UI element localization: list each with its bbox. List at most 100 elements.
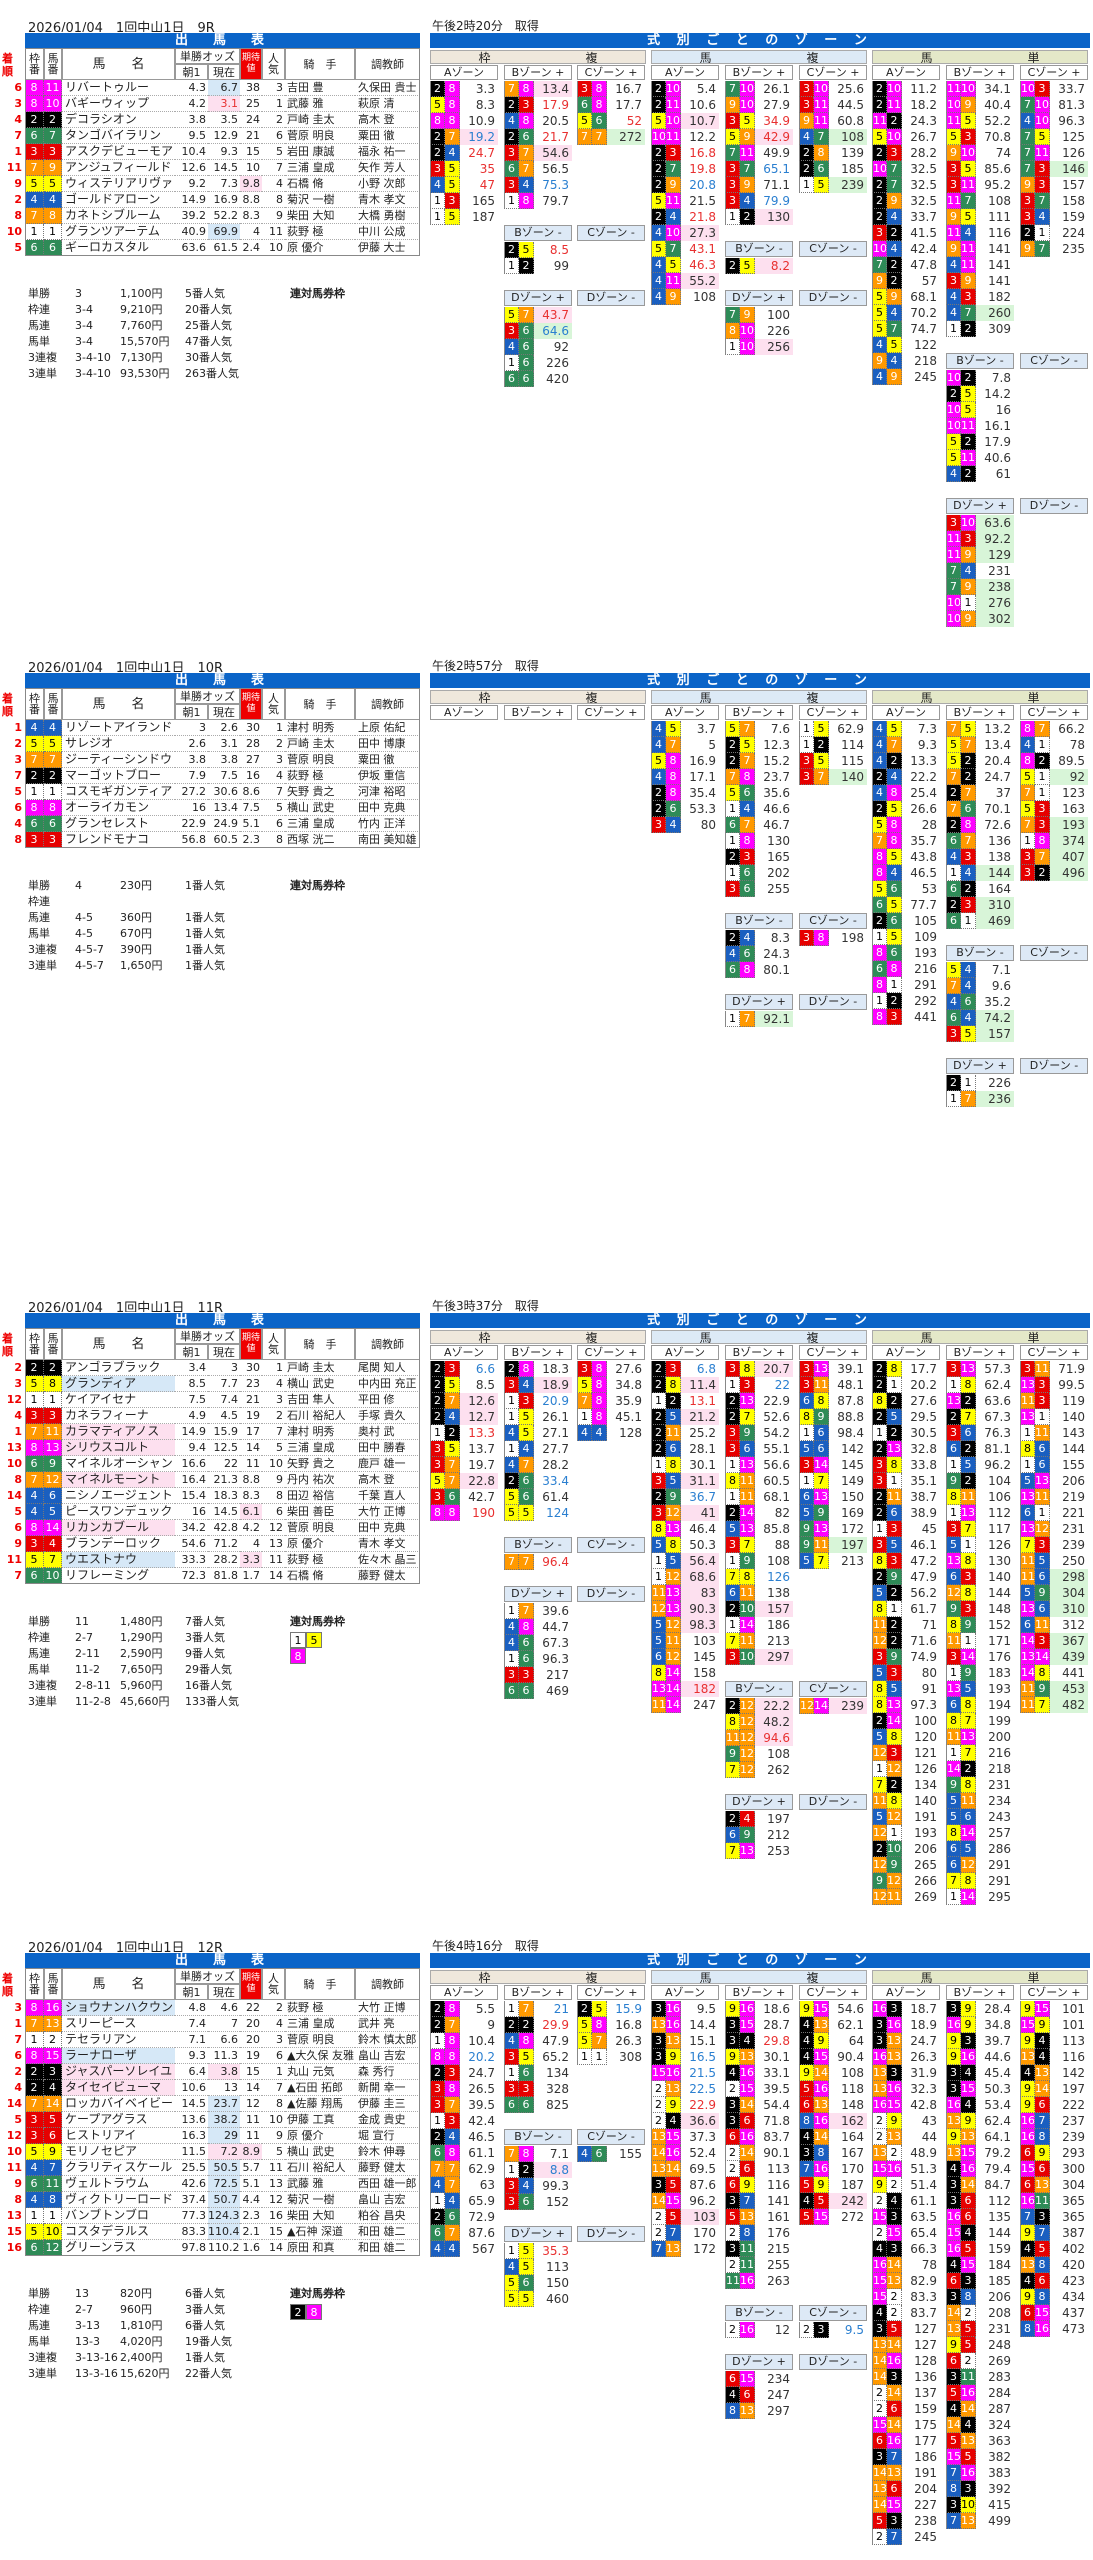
horse-name[interactable]: グランセレスト <box>62 816 175 832</box>
zone-entry-first: 4 <box>725 2065 740 2081</box>
zone-entry-odds: 152 <box>976 1617 1014 1633</box>
zone-entry-second: 4 <box>1035 209 1050 225</box>
zone-entry-odds: 61.7 <box>902 1601 940 1617</box>
horse-name[interactable]: バンブトンブロ <box>62 2208 175 2224</box>
horse-name[interactable]: グランディア <box>62 1376 175 1392</box>
zone-entry-second: 8 <box>445 2081 460 2097</box>
zone-entry-odds: 496 <box>1050 865 1088 881</box>
zone-entry-odds: 79.9 <box>755 193 793 209</box>
zone-entry-first: 3 <box>799 1361 814 1377</box>
horse-name[interactable]: カネラフィーナ <box>62 1408 175 1424</box>
zone-d-plus-entry-second: 13 <box>740 2403 755 2419</box>
zone-entry-first: 2 <box>872 2529 887 2545</box>
zone-label-c-minus: Cゾーン - <box>1020 353 1088 369</box>
horse-name[interactable]: フレンドモナコ <box>62 832 175 848</box>
horse-name[interactable]: ヴィクトリーロード <box>62 2192 175 2208</box>
horse-name[interactable]: シリウスコルト <box>62 1440 175 1456</box>
jockey-header: 騎 手 <box>285 48 355 80</box>
zone-entry-second: 10 <box>666 113 681 129</box>
zone-entry-first: 2 <box>725 737 740 753</box>
horse-name[interactable]: タイセイビューマ <box>62 2080 175 2096</box>
horse-name[interactable]: ウィステリアリヴァ <box>62 176 175 192</box>
horse-name[interactable]: マイネルモーント <box>62 1472 175 1488</box>
horse-name[interactable]: リバートゥルー <box>62 80 175 96</box>
horse-name[interactable]: ラーナローザ <box>62 2048 175 2064</box>
horse-name[interactable]: ジャスパーソレイユ <box>62 2064 175 2080</box>
zone-entry-first: 6 <box>1020 1617 1035 1633</box>
zone-entry-first: 6 <box>1020 2145 1035 2161</box>
horse-name[interactable]: タンゴバイラリン <box>62 128 175 144</box>
horse-name[interactable]: デコラシオン <box>62 112 175 128</box>
horse-name[interactable]: ウエストナウ <box>62 1552 175 1568</box>
horse-name[interactable]: リゾートアイランド <box>62 720 175 736</box>
horse-name[interactable]: ケープアグラス <box>62 2112 175 2128</box>
zone-entry-second: 1 <box>1035 785 1050 801</box>
horse-name[interactable]: ジーティーシンドウ <box>62 752 175 768</box>
horse-name[interactable]: アスクデビューモア <box>62 144 175 160</box>
zone-entry-odds: 78 <box>902 2257 940 2273</box>
horse-name[interactable]: コスモギガンティア <box>62 784 175 800</box>
zone-entry-first: 3 <box>430 161 445 177</box>
trainer: 西田 雄一郎 <box>355 2176 420 2192</box>
horse-name[interactable]: スリーピース <box>62 2016 175 2032</box>
horse-name[interactable]: ゴールドアローン <box>62 192 175 208</box>
payout-combination: 3 <box>75 287 82 300</box>
zone-entry-first: 2 <box>651 209 666 225</box>
zone-entry-odds: 208 <box>976 2305 1014 2321</box>
horse-name[interactable]: リフレーミング <box>62 1568 175 1584</box>
zone-entry-first: 4 <box>799 2193 814 2209</box>
payout-type: 3連単 <box>28 1695 57 1708</box>
horse-name[interactable]: アンゴラブラック <box>62 1360 175 1376</box>
horse-name[interactable]: ロッカバイベイビー <box>62 2096 175 2112</box>
zone-entry-odds: 52.4 <box>681 2145 719 2161</box>
horse-name[interactable]: グリーンラス <box>62 2240 175 2256</box>
horse-name[interactable]: コスタデラルス <box>62 2224 175 2240</box>
zone-entry-second: 11 <box>961 1489 976 1505</box>
zone-entry-first: 3 <box>725 881 740 897</box>
zone-entry-odds: 27.1 <box>534 1425 572 1441</box>
horse-name[interactable]: モリノセピア <box>62 2144 175 2160</box>
jockey: 原 優介 <box>285 2128 355 2144</box>
horse-name[interactable]: カネトシブルーム <box>62 208 175 224</box>
zone-entry-odds: 115 <box>829 753 867 769</box>
zone-entry-odds: 71.8 <box>755 2113 793 2129</box>
zone-d-plus-entry-first: 4 <box>504 1635 519 1651</box>
horse-name[interactable]: リカンカブール <box>62 1520 175 1536</box>
horse-name[interactable]: テセラリアン <box>62 2032 175 2048</box>
horse-name[interactable]: ピースワンデュック <box>62 1504 175 1520</box>
horse-name[interactable]: ショウナンハクウン <box>62 2000 175 2016</box>
horse-name[interactable]: カラマティアノス <box>62 1424 175 1440</box>
horse-name[interactable]: ブランデーロック <box>62 1536 175 1552</box>
horse-name[interactable]: アンジュフィールド <box>62 160 175 176</box>
popularity: 7 <box>262 160 285 176</box>
trainer: 金成 貴史 <box>355 2112 420 2128</box>
horse-name[interactable]: クラリティスケール <box>62 2160 175 2176</box>
horse-number: 2 <box>44 2032 62 2048</box>
zone-entry-odds: 44.6 <box>976 2049 1014 2065</box>
zone-entry-first: 5 <box>430 1473 445 1489</box>
zone-entry-second: 7 <box>1035 241 1050 257</box>
zone-entry-odds: 112 <box>976 1505 1014 1521</box>
frame-number: 7 <box>25 2096 44 2112</box>
horse-name[interactable]: ヒストリアイ <box>62 2128 175 2144</box>
horse-name[interactable]: ニシノエージェント <box>62 1488 175 1504</box>
zone-entry-second: 13 <box>1035 2065 1050 2081</box>
zone-d-plus-entry-second: 7 <box>740 1011 755 1027</box>
horse-name[interactable]: オーライカモン <box>62 800 175 816</box>
horse-name[interactable]: マーゴットブロー <box>62 768 175 784</box>
zone-entry-second: 2 <box>961 881 976 897</box>
horse-name[interactable]: サレジオ <box>62 736 175 752</box>
popularity: 2 <box>262 736 285 752</box>
horse-name[interactable]: バギーウィップ <box>62 96 175 112</box>
horse-name[interactable]: ケイアイセナ <box>62 1392 175 1408</box>
zone-entry-first: 13 <box>1020 2257 1035 2273</box>
zone-entry-first: 2 <box>872 1361 887 1377</box>
horse-name[interactable]: マイネルオーシャン <box>62 1456 175 1472</box>
horse-name[interactable]: ヴェルトラウム <box>62 2176 175 2192</box>
horse-name[interactable]: グランツアーテム <box>62 224 175 240</box>
trainer: 田中 克典 <box>355 1520 420 1536</box>
zone-entry-first: 11 <box>651 1697 666 1713</box>
horse-name[interactable]: ギーロカスタル <box>62 240 175 256</box>
jockey: 丹内 祐次 <box>285 1472 355 1488</box>
morning-odds: 16.6 <box>175 1456 208 1472</box>
